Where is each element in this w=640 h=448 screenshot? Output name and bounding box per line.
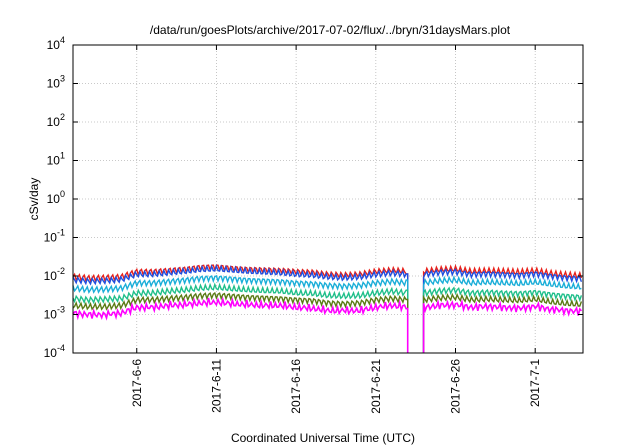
y-tick-label: 100 <box>47 189 65 206</box>
series-line <box>72 296 583 353</box>
series-line <box>72 263 583 353</box>
x-tick-label: 2017-7-1 <box>528 359 542 407</box>
y-tick-label: 103 <box>47 74 65 91</box>
y-tick-label: 101 <box>47 151 65 168</box>
plot-frame <box>72 44 584 354</box>
axes: 10-4 10-3 10-2 10-1 100 101 102 103 104 2017-6-6 2… <box>44 35 583 414</box>
chart-title: /data/run/goesPlots/archive/2017-07-02/f… <box>150 23 511 37</box>
y-axis-label: cSv/day <box>27 178 41 221</box>
series-line <box>72 282 583 353</box>
x-axis-label: Coordinated Universal Time (UTC) <box>231 431 415 445</box>
y-tick-label: 10-1 <box>44 228 65 245</box>
x-tick-label: 2017-6-6 <box>130 359 144 407</box>
x-tick-label: 2017-6-21 <box>369 359 383 414</box>
y-tick-label: 10-4 <box>44 343 65 360</box>
series-line <box>72 274 582 353</box>
y-tick-label: 10-2 <box>44 266 65 283</box>
x-tick-label: 2017-6-16 <box>289 359 303 414</box>
y-tick-label: 102 <box>47 112 65 129</box>
y-tick-label: 104 <box>47 35 65 52</box>
grid <box>73 45 583 353</box>
series-line <box>72 291 583 353</box>
x-tick-label: 2017-6-26 <box>449 359 463 414</box>
x-tick-label: 2017-6-11 <box>209 359 223 413</box>
y-tick-label: 10-3 <box>44 305 65 322</box>
series-group <box>72 263 583 353</box>
